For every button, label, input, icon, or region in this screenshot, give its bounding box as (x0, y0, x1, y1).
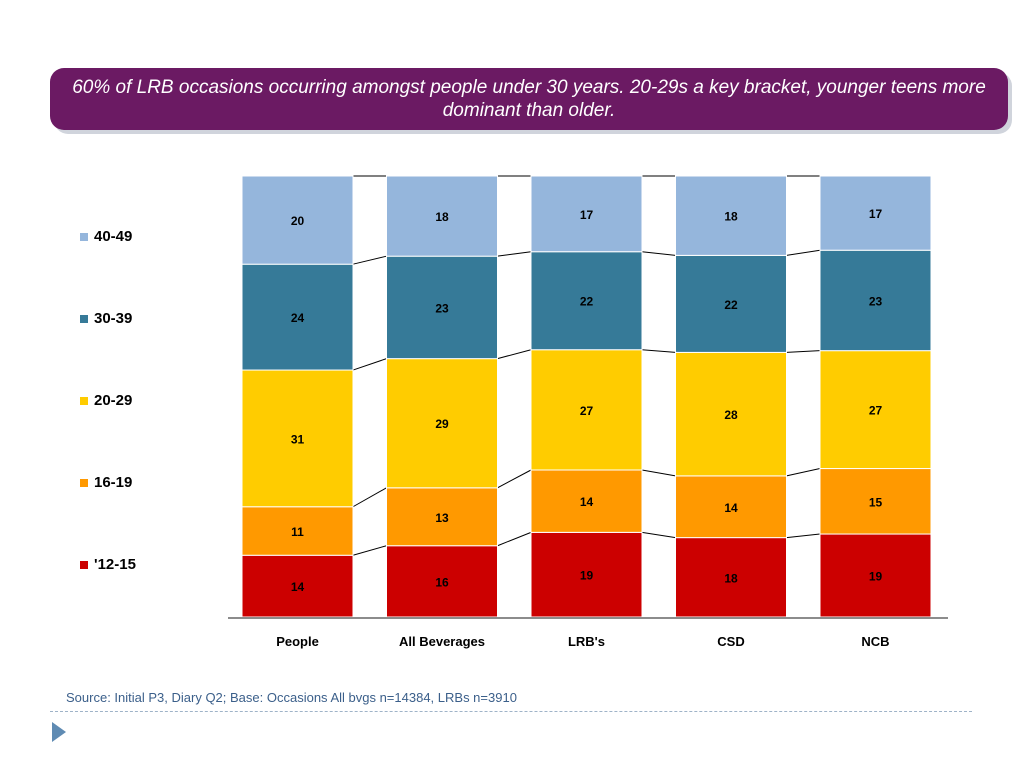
data-label: 18 (724, 210, 738, 224)
bar-segment (386, 175, 498, 257)
bar-segment (530, 469, 643, 533)
series-line (641, 251, 676, 256)
legend-label: 40-49 (94, 228, 133, 245)
legend-item-1: 40-49 (80, 228, 132, 245)
legend-swatch (80, 314, 88, 323)
series-line (352, 358, 387, 371)
bar-segment (530, 531, 643, 618)
data-label: 14 (724, 501, 738, 515)
data-label: 27 (580, 404, 594, 418)
bar-segment (819, 350, 932, 470)
bar-segment (819, 468, 932, 535)
series-line (352, 545, 387, 556)
legend-item-2: 30-39 (80, 310, 132, 327)
bar-segment (386, 358, 498, 489)
data-label: 22 (724, 298, 738, 312)
data-label: 13 (435, 511, 449, 525)
data-label: 16 (435, 575, 449, 589)
legend-label: '12-15 (94, 556, 136, 573)
data-label: 18 (724, 571, 738, 585)
bar-segment (819, 175, 932, 251)
series-line (786, 533, 821, 539)
bar-segment (530, 349, 643, 471)
bar-segment (819, 533, 932, 618)
data-label: 17 (869, 207, 883, 221)
legend-swatch (80, 478, 88, 487)
bar-segment (819, 249, 932, 352)
bar-segment (530, 175, 643, 253)
source-note: Source: Initial P3, Diary Q2; Base: Occa… (66, 690, 517, 705)
legend-swatch (80, 232, 88, 241)
bar-segment (675, 175, 787, 256)
series-line (497, 251, 532, 257)
legend-item-4: 16-19 (80, 474, 132, 491)
legend-item-3: 20-29 (80, 392, 132, 409)
bar-segment (675, 475, 787, 539)
data-label: 31 (291, 432, 305, 446)
series-line (786, 350, 821, 353)
data-label: 28 (724, 408, 738, 422)
bar-segment (386, 255, 498, 360)
footer-divider (50, 711, 972, 712)
data-label: 19 (580, 569, 594, 583)
data-label: 15 (869, 495, 883, 509)
series-line (786, 249, 821, 256)
series-line (786, 468, 821, 477)
bar-segment (675, 254, 787, 353)
series-line (352, 255, 387, 265)
series-line (641, 469, 676, 477)
bar-segment (241, 369, 354, 508)
bar-segment (675, 351, 787, 477)
chart-headline: 60% of LRB occasions occurring amongst p… (72, 77, 986, 121)
data-label: 20 (291, 214, 305, 228)
data-label: 23 (435, 301, 449, 315)
slide-arrow-icon (52, 722, 66, 742)
legend-item-5: '12-15 (80, 556, 136, 573)
series-line (497, 349, 532, 360)
bar-segment (386, 487, 498, 547)
x-tick-label: People (276, 634, 319, 649)
legend-label: 20-29 (94, 392, 133, 409)
bar-segment (241, 263, 354, 371)
data-label: 14 (291, 580, 305, 594)
legend-swatch (80, 560, 88, 569)
bar-segment (241, 175, 354, 265)
legend-label: 30-39 (94, 310, 133, 327)
data-label: 14 (580, 495, 594, 509)
bar-segment (530, 251, 643, 351)
bar-segment (675, 537, 787, 618)
data-label: 17 (580, 208, 594, 222)
title-banner: 60% of LRB occasions occurring amongst p… (50, 68, 1008, 130)
series-line (352, 487, 387, 508)
series-line (641, 531, 676, 539)
x-tick-label: All Beverages (399, 634, 485, 649)
data-label: 29 (435, 417, 449, 431)
data-label: 27 (869, 404, 883, 418)
legend-label: 16-19 (94, 474, 133, 491)
x-tick-label: LRB's (568, 634, 605, 649)
series-line (497, 469, 532, 489)
data-label: 18 (435, 210, 449, 224)
data-label: 19 (869, 570, 883, 584)
x-tick-label: CSD (717, 634, 744, 649)
bar-segment (241, 506, 354, 556)
legend-swatch (80, 396, 88, 405)
data-label: 11 (291, 525, 304, 539)
x-tick-label: NCB (861, 634, 889, 649)
data-label: 22 (580, 295, 594, 309)
data-label: 24 (291, 311, 305, 325)
data-label: 23 (869, 294, 883, 308)
series-line (497, 531, 532, 547)
series-line (641, 349, 676, 353)
